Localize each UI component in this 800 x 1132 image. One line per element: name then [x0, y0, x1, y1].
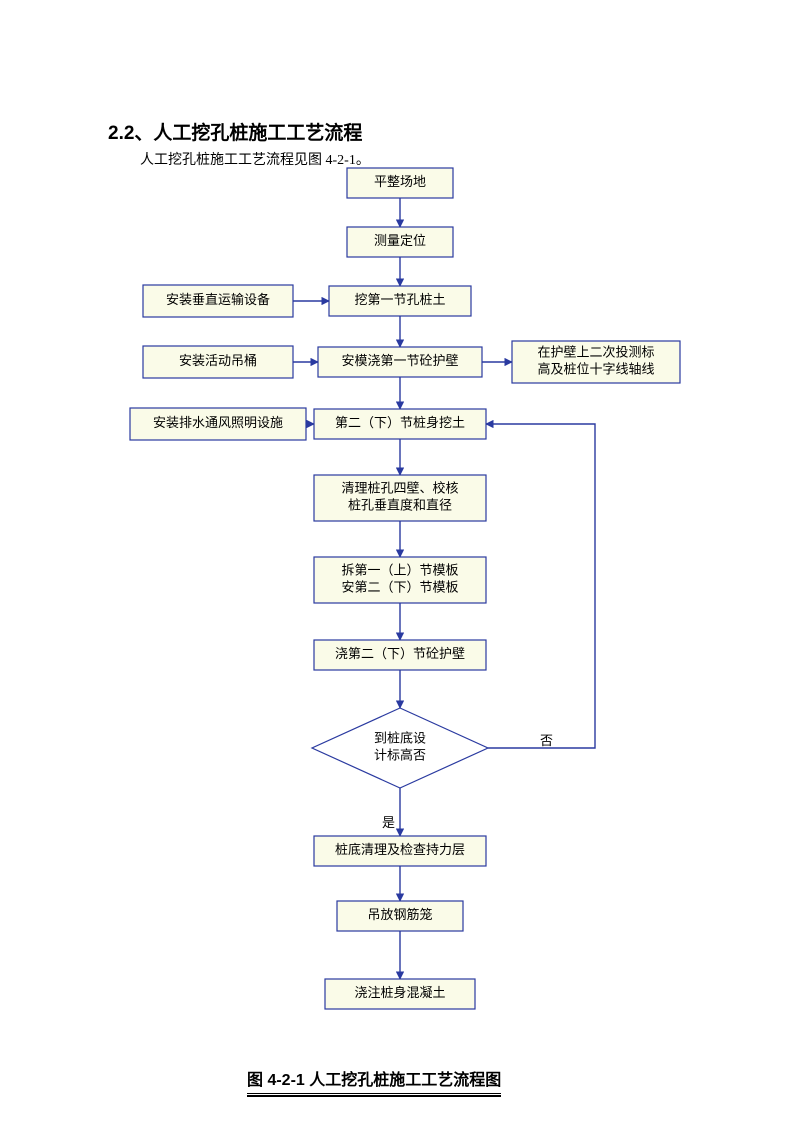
- svg-text:在护壁上二次投测标: 在护壁上二次投测标: [537, 344, 654, 359]
- svg-text:桩底清理及检查持力层: 桩底清理及检查持力层: [335, 842, 465, 857]
- flow-node-n10: 吊放钢筋笼: [337, 901, 463, 931]
- svg-text:拆第一（上）节模板: 拆第一（上）节模板: [341, 562, 458, 577]
- svg-text:安模浇第一节砼护壁: 安模浇第一节砼护壁: [341, 353, 458, 368]
- flow-node-n8: 浇第二（下）节砼护壁: [314, 640, 486, 670]
- flow-node-n3: 挖第一节孔桩土: [329, 286, 471, 316]
- flowchart: 是 否 平整场地测量定位安装垂直运输设备 挖第一节孔桩土安装活动吊桶 安模浇第一节砼护壁…: [0, 0, 800, 1132]
- svg-text:安装活动吊桶: 安装活动吊桶: [179, 353, 257, 368]
- svg-text:测量定位: 测量定位: [374, 233, 426, 248]
- flow-node-n9: 桩底清理及检查持力层: [314, 836, 486, 866]
- svg-text:平整场地: 平整场地: [374, 174, 426, 189]
- flow-node-n4: 安模浇第一节砼护壁: [318, 347, 482, 377]
- svg-text:安装排水通风照明设施: 安装排水通风照明设施: [153, 415, 283, 430]
- flow-node-n5: 第二（下）节桩身挖土: [314, 409, 486, 439]
- svg-text:是: 是: [382, 815, 395, 830]
- flow-node-n2: 测量定位: [347, 227, 453, 257]
- svg-text:清理桩孔四壁、校核: 清理桩孔四壁、校核: [341, 480, 458, 495]
- svg-text:浇注桩身混凝土: 浇注桩身混凝土: [354, 985, 445, 1000]
- svg-text:计标高否: 计标高否: [374, 747, 426, 762]
- flow-node-s1: 安装垂直运输设备: [143, 285, 293, 317]
- svg-text:否: 否: [540, 733, 553, 748]
- svg-text:安装垂直运输设备: 安装垂直运输设备: [166, 292, 270, 307]
- flow-node-n1: 平整场地: [347, 168, 453, 198]
- page: 2.2、人工挖孔桩施工工艺流程 人工挖孔桩施工工艺流程见图 4-2-1。 图 4…: [0, 0, 800, 1132]
- svg-text:桩孔垂直度和直径: 桩孔垂直度和直径: [348, 497, 452, 512]
- svg-text:到桩底设: 到桩底设: [374, 730, 426, 745]
- flow-node-s2: 安装活动吊桶: [143, 346, 293, 378]
- svg-text:安第二（下）节模板: 安第二（下）节模板: [341, 579, 458, 594]
- svg-text:浇第二（下）节砼护壁: 浇第二（下）节砼护壁: [335, 646, 465, 661]
- flow-node-n7: 拆第一（上）节模板安第二（下）节模板: [314, 557, 486, 603]
- svg-text:吊放钢筋笼: 吊放钢筋笼: [367, 907, 432, 922]
- flow-node-n11: 浇注桩身混凝土: [325, 979, 475, 1009]
- flow-nodes: 平整场地测量定位安装垂直运输设备 挖第一节孔桩土安装活动吊桶 安模浇第一节砼护壁 在护…: [130, 168, 680, 1009]
- flow-node-n6: 清理桩孔四壁、校核桩孔垂直度和直径: [314, 475, 486, 521]
- svg-text:第二（下）节桩身挖土: 第二（下）节桩身挖土: [335, 415, 465, 430]
- svg-text:挖第一节孔桩土: 挖第一节孔桩土: [354, 292, 445, 307]
- flow-decision-d1: 到桩底设计标高否: [312, 708, 488, 788]
- flow-node-s3: 安装排水通风照明设施: [130, 408, 306, 440]
- flow-node-r1: 在护壁上二次投测标高及桩位十字线轴线: [512, 341, 680, 383]
- svg-text:高及桩位十字线轴线: 高及桩位十字线轴线: [537, 361, 654, 376]
